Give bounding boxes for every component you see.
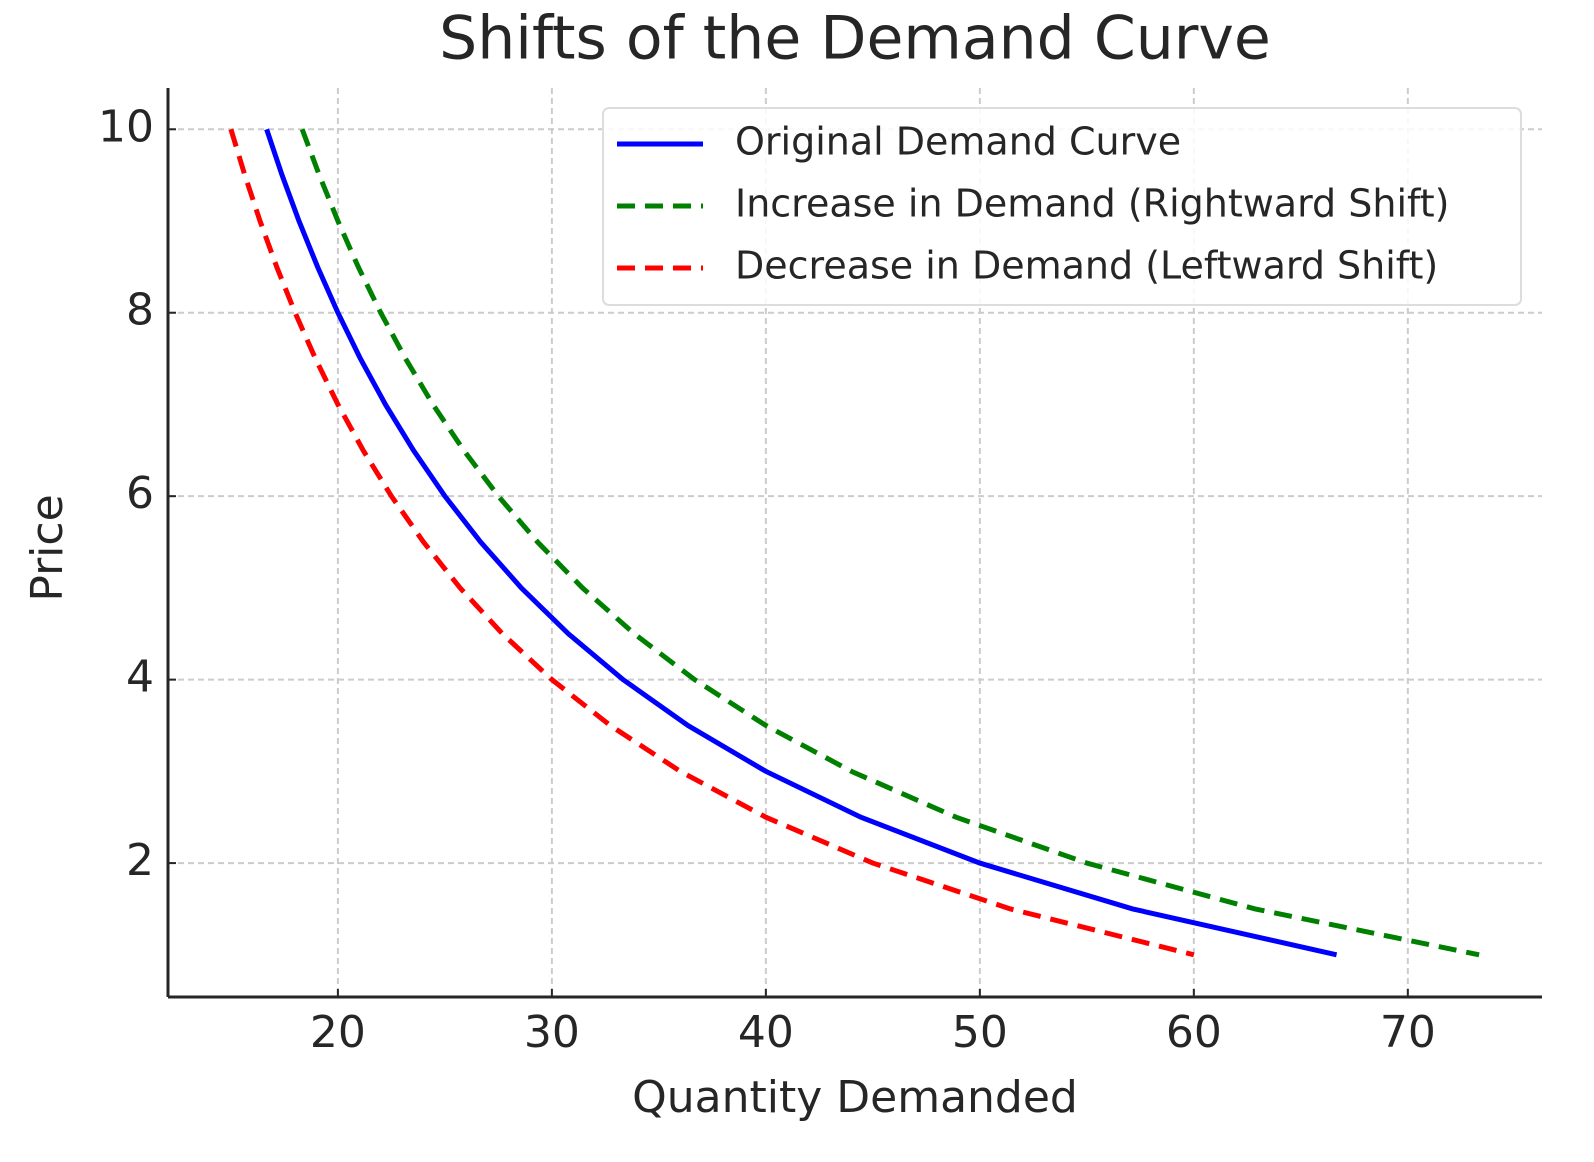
series-line bbox=[228, 128, 1195, 958]
series-line bbox=[299, 128, 1480, 958]
y-axis-label: Price bbox=[22, 494, 73, 601]
series-line bbox=[264, 128, 1338, 958]
y-tick-label: 6 bbox=[126, 468, 154, 519]
x-tick-label: 70 bbox=[1380, 1007, 1436, 1058]
y-tick-label: 2 bbox=[126, 835, 154, 886]
legend-box bbox=[602, 107, 1522, 306]
x-tick-label: 30 bbox=[524, 1007, 580, 1058]
y-tick-label: 10 bbox=[98, 101, 154, 152]
x-axis-label: Quantity Demanded bbox=[632, 1072, 1078, 1123]
x-tick-label: 20 bbox=[310, 1007, 366, 1058]
legend-label: Original Demand Curve bbox=[735, 120, 1181, 164]
y-tick-label: 4 bbox=[126, 652, 154, 703]
x-tick-label: 60 bbox=[1166, 1007, 1222, 1058]
chart-title: Shifts of the Demand Curve bbox=[439, 4, 1271, 74]
x-tick-label: 50 bbox=[952, 1007, 1008, 1058]
y-tick-label: 8 bbox=[126, 285, 154, 336]
legend-label: Decrease in Demand (Leftward Shift) bbox=[735, 244, 1438, 288]
legend-label: Increase in Demand (Rightward Shift) bbox=[735, 182, 1449, 226]
legend: Original Demand Curve Increase in Demand … bbox=[602, 107, 1522, 306]
x-tick-label: 40 bbox=[738, 1007, 794, 1058]
